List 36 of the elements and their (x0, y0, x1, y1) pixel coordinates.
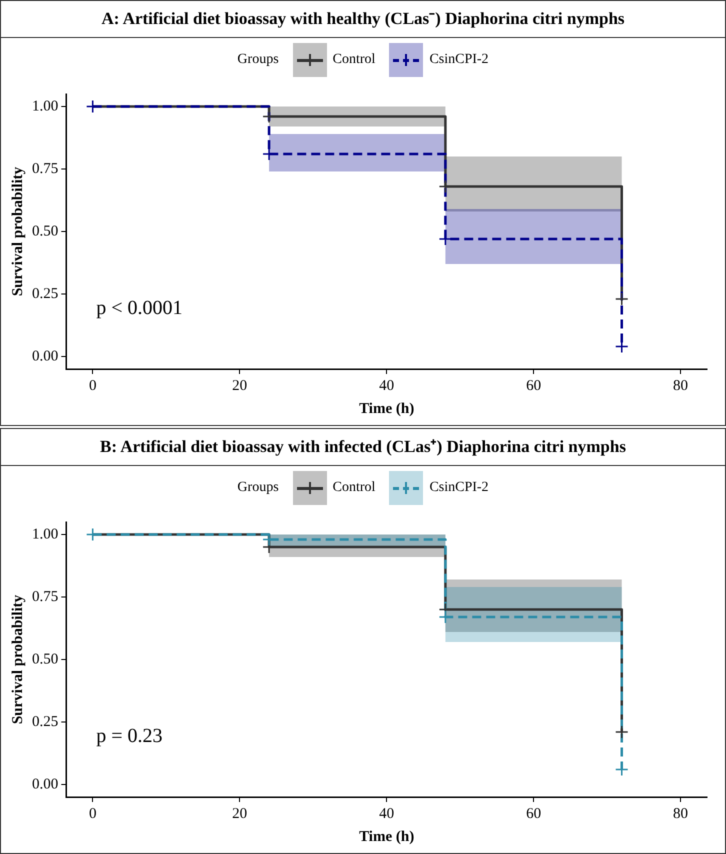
y-axis-title: Survival probability (10, 594, 26, 724)
legend-label: CsinCPI-2 (429, 52, 489, 68)
x-tick-label: 60 (526, 378, 542, 394)
annotation: p < 0.0001 (96, 296, 183, 319)
legend-title: Groups (237, 52, 279, 68)
legend-title: Groups (237, 480, 279, 496)
point (615, 292, 629, 306)
x-tick-label: 80 (673, 806, 688, 822)
annotation: p = 0.23 (96, 724, 163, 747)
chart-title: A: Artificial diet bioassay with healthy (CLas⁻) Diaphorina citri nymphs (1, 1, 725, 38)
x-axis-title: Time (h) (359, 400, 414, 417)
point (615, 725, 629, 739)
chart-title: B: Artificial diet bioassay with infected (CLas⁺) Diaphorina citri nymphs (1, 429, 725, 466)
x-tick-label: 40 (379, 378, 394, 394)
y-axis-title: Survival probability (10, 166, 26, 296)
y-tick-label: 1.00 (32, 526, 58, 542)
x-tick-label: 80 (673, 378, 688, 394)
y-tick-label: 0.00 (32, 776, 58, 792)
x-tick-label: 0 (88, 806, 96, 822)
y-tick-label: 0.00 (32, 348, 58, 364)
y-tick-label: 0.25 (32, 714, 58, 730)
x-tick-label: 0 (88, 378, 96, 394)
y-tick-label: 1.00 (32, 98, 58, 114)
y-tick-label: 0.75 (32, 588, 58, 605)
x-tick-label: 20 (232, 806, 248, 822)
x-tick-label: 40 (379, 806, 394, 822)
x-tick-label: 60 (526, 806, 542, 822)
legend-label: Control (332, 480, 376, 496)
x-axis-title: Time (h) (359, 828, 414, 845)
y-tick-label: 0.25 (32, 286, 58, 302)
y-tick-label: 0.50 (32, 651, 58, 668)
y-tick-label: 0.50 (32, 223, 58, 240)
x-tick-label: 20 (232, 378, 248, 394)
legend-label: Control (332, 52, 376, 68)
y-tick-label: 0.75 (32, 160, 58, 177)
legend-label: CsinCPI-2 (429, 480, 489, 496)
